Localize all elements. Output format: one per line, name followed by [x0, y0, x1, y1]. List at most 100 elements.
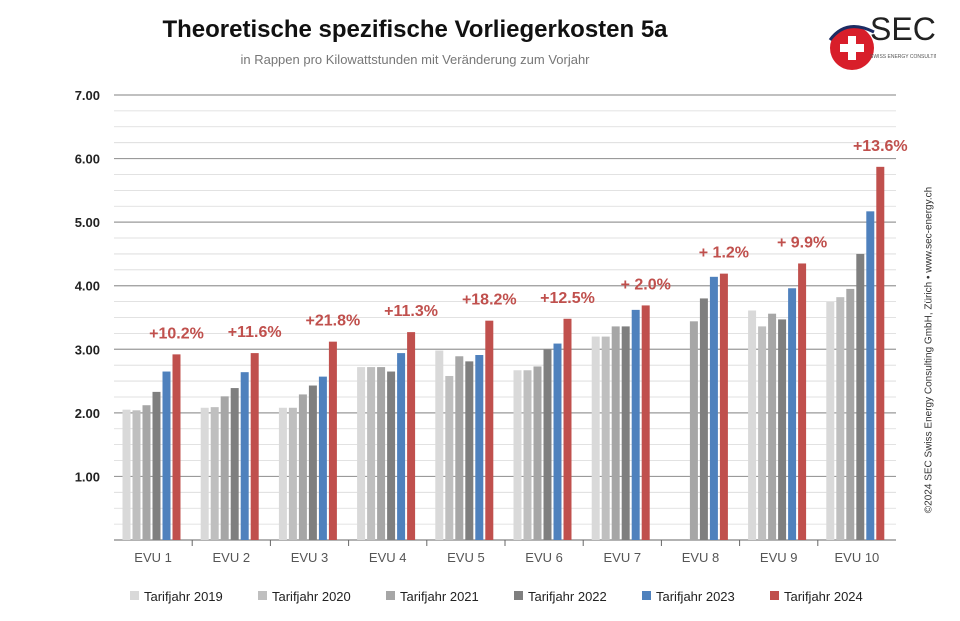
copyright-note: ©2024 SEC Swiss Energy Consulting GmbH, …	[923, 186, 935, 514]
bar	[543, 349, 552, 540]
bar	[122, 409, 131, 540]
chart-subtitle: in Rappen pro Kilowattstunden mit Veränd…	[240, 52, 590, 67]
bar	[475, 355, 484, 540]
legend-swatch	[642, 591, 651, 600]
category-label: EVU 6	[525, 550, 563, 565]
bar	[611, 326, 620, 540]
bar	[220, 396, 229, 540]
legend-swatch	[386, 591, 395, 600]
logo-swoosh	[828, 25, 875, 41]
bar	[162, 371, 171, 540]
category-label: EVU 9	[760, 550, 798, 565]
y-tick-label: 7.00	[75, 88, 100, 103]
y-tick-label: 6.00	[75, 152, 100, 167]
category-label: EVU 1	[134, 550, 172, 565]
bar	[826, 301, 835, 540]
bar	[748, 310, 757, 540]
change-label: + 9.9%	[777, 234, 827, 251]
bar	[591, 336, 600, 540]
bar	[445, 375, 454, 540]
bar	[709, 276, 718, 540]
sec-logo: SEC SWISS ENERGY CONSULTING GmbH	[828, 11, 936, 70]
legend-label: Tarifjahr 2020	[272, 589, 351, 604]
bar	[563, 318, 572, 540]
bars	[122, 166, 885, 541]
category-label: EVU 3	[291, 550, 329, 565]
change-label: +11.6%	[228, 324, 282, 341]
change-label: + 2.0%	[621, 276, 671, 293]
bar	[172, 354, 181, 540]
change-label: +18.2%	[462, 292, 517, 309]
y-tick-label: 2.00	[75, 406, 100, 421]
y-tick-label: 4.00	[75, 279, 100, 294]
bar	[152, 391, 161, 540]
change-label: + 1.2%	[699, 245, 749, 262]
change-annotations: +10.2% +11.6% +21.8% +11.3% +18.2% +12.5% + 2.…	[149, 138, 908, 343]
y-tick-label: 3.00	[75, 342, 100, 357]
y-tick-label: 5.00	[75, 215, 100, 230]
bar	[318, 376, 327, 540]
bar	[533, 366, 542, 540]
legend-swatch	[770, 591, 779, 600]
change-label: +13.6%	[853, 138, 908, 155]
logo-text: SEC	[870, 11, 936, 47]
change-label: +10.2%	[149, 325, 204, 342]
legend-label: Tarifjahr 2021	[400, 589, 479, 604]
legend-swatch	[514, 591, 523, 600]
legend-label: Tarifjahr 2024	[784, 589, 863, 604]
legend-label: Tarifjahr 2019	[144, 589, 223, 604]
bar	[387, 371, 396, 540]
bar	[699, 298, 708, 540]
bar	[328, 341, 337, 540]
bar	[553, 343, 562, 540]
bar	[357, 367, 366, 540]
legend-swatch	[130, 591, 139, 600]
bar	[836, 297, 845, 540]
bar	[876, 166, 885, 541]
category-label: EVU 4	[369, 550, 407, 565]
logo-subtext: SWISS ENERGY CONSULTING GmbH	[870, 54, 936, 60]
bar	[758, 326, 767, 540]
bar	[210, 407, 219, 540]
bar	[866, 211, 875, 541]
category-label: EVU 5	[447, 550, 485, 565]
bar	[397, 353, 406, 540]
legend: Tarifjahr 2019 Tarifjahr 2020 Tarifjahr 20…	[130, 589, 863, 604]
bar	[288, 407, 297, 540]
logo-cross-horizontal	[840, 44, 864, 52]
legend-swatch	[258, 591, 267, 600]
change-label: +12.5%	[540, 290, 595, 307]
bar	[200, 407, 209, 540]
bar	[367, 367, 376, 540]
bar	[435, 350, 444, 540]
bar	[377, 367, 386, 540]
bar	[631, 309, 640, 540]
bar	[513, 370, 522, 540]
bar	[788, 288, 797, 540]
bar	[778, 319, 787, 540]
bar	[407, 332, 416, 540]
bar	[856, 253, 865, 540]
bar	[689, 321, 698, 540]
bar	[768, 313, 777, 540]
bar	[240, 372, 249, 540]
chart-title: Theoretische spezifische Vorliegerkosten…	[162, 16, 668, 43]
category-label: EVU 10	[834, 550, 879, 565]
bar	[719, 273, 728, 540]
legend-label: Tarifjahr 2022	[528, 589, 607, 604]
category-label: EVU 8	[682, 550, 720, 565]
bar	[798, 263, 807, 540]
y-tick-label: 1.00	[75, 469, 100, 484]
bar	[846, 288, 855, 540]
bar	[250, 353, 259, 540]
y-axis-ticks: 1.00 2.00 3.00 4.00 5.00 6.00 7.00	[75, 88, 100, 484]
change-label: +11.3%	[384, 303, 438, 320]
bar	[230, 388, 239, 540]
bar	[308, 385, 317, 540]
bar	[298, 394, 307, 540]
category-label: EVU 2	[213, 550, 251, 565]
bar	[132, 410, 141, 540]
bar	[641, 305, 650, 540]
bar	[455, 356, 464, 540]
